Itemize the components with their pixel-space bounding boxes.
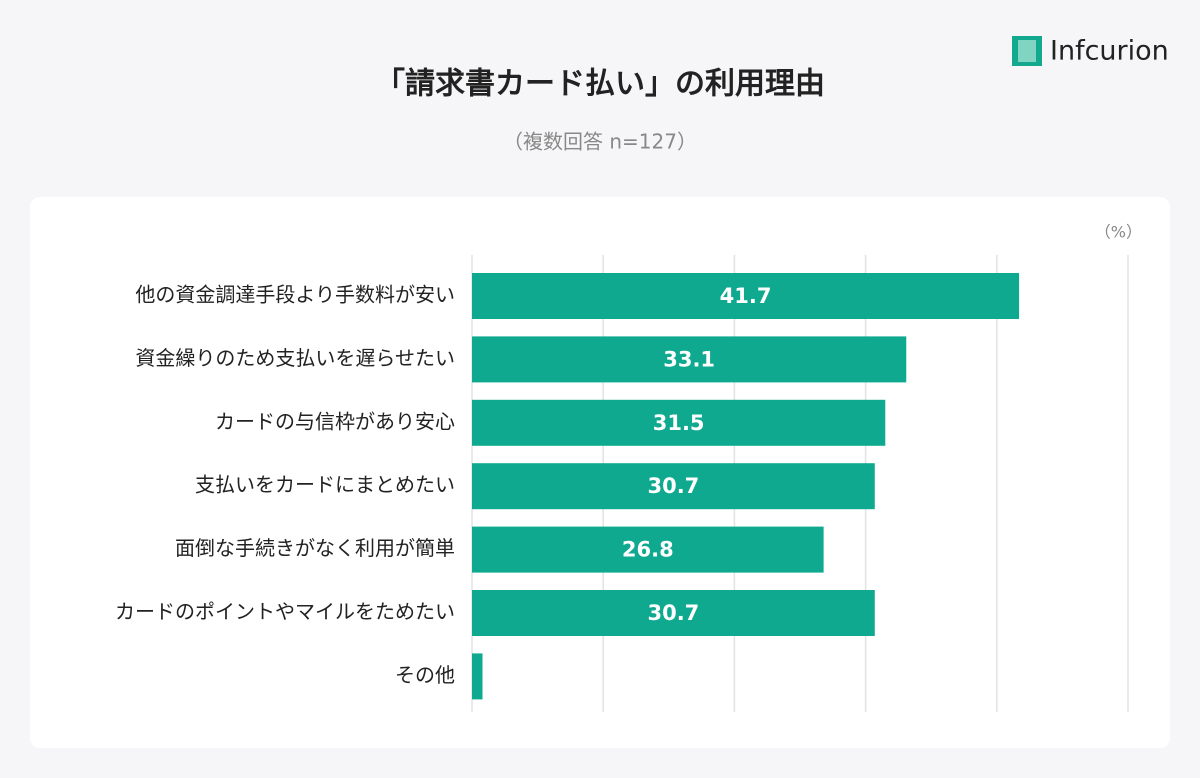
bar [472,273,1020,319]
logo-text: Infcurion [1050,36,1169,67]
data-label: 30.7 [647,474,699,498]
y-tick-label: 資金繰りのため支払いを遅らせたい [135,346,455,370]
bar [472,526,824,573]
data-label: 41.7 [720,284,772,308]
bar [472,336,907,383]
data-label: 33.1 [663,347,715,371]
data-label: 26.8 [622,538,674,562]
chart-subtitle: （複数回答 n=127） [503,130,697,154]
unit-label: （%） [1095,223,1142,242]
data-label: 30.7 [647,601,699,625]
logo-icon-inner [1018,40,1036,62]
y-tick-label: 他の資金調達手段より手数料が安い [135,283,455,307]
bar [472,463,875,510]
y-tick-label: 支払いをカードにまとめたい [195,473,455,497]
bar [472,590,875,636]
y-tick-label: その他 [395,663,455,687]
y-tick-label: カードの与信枠があり安心 [215,409,455,433]
bar [472,399,886,446]
chart-title: 「請求書カード払い」の利用理由 [375,67,825,102]
logo: Infcurion [1012,36,1169,67]
y-tick-label: カードのポイントやマイルをためたい [115,600,455,624]
bar [472,653,483,700]
y-tick-label: 面倒な手続きがなく利用が簡単 [175,536,455,560]
data-label: 31.5 [653,411,705,435]
